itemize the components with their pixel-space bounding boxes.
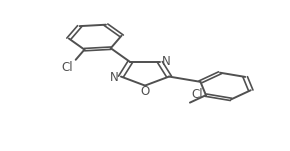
Text: N: N [162,55,171,68]
Text: Cl: Cl [61,61,73,74]
Text: Cl: Cl [191,88,203,101]
Text: O: O [140,85,150,98]
Text: N: N [110,71,119,84]
